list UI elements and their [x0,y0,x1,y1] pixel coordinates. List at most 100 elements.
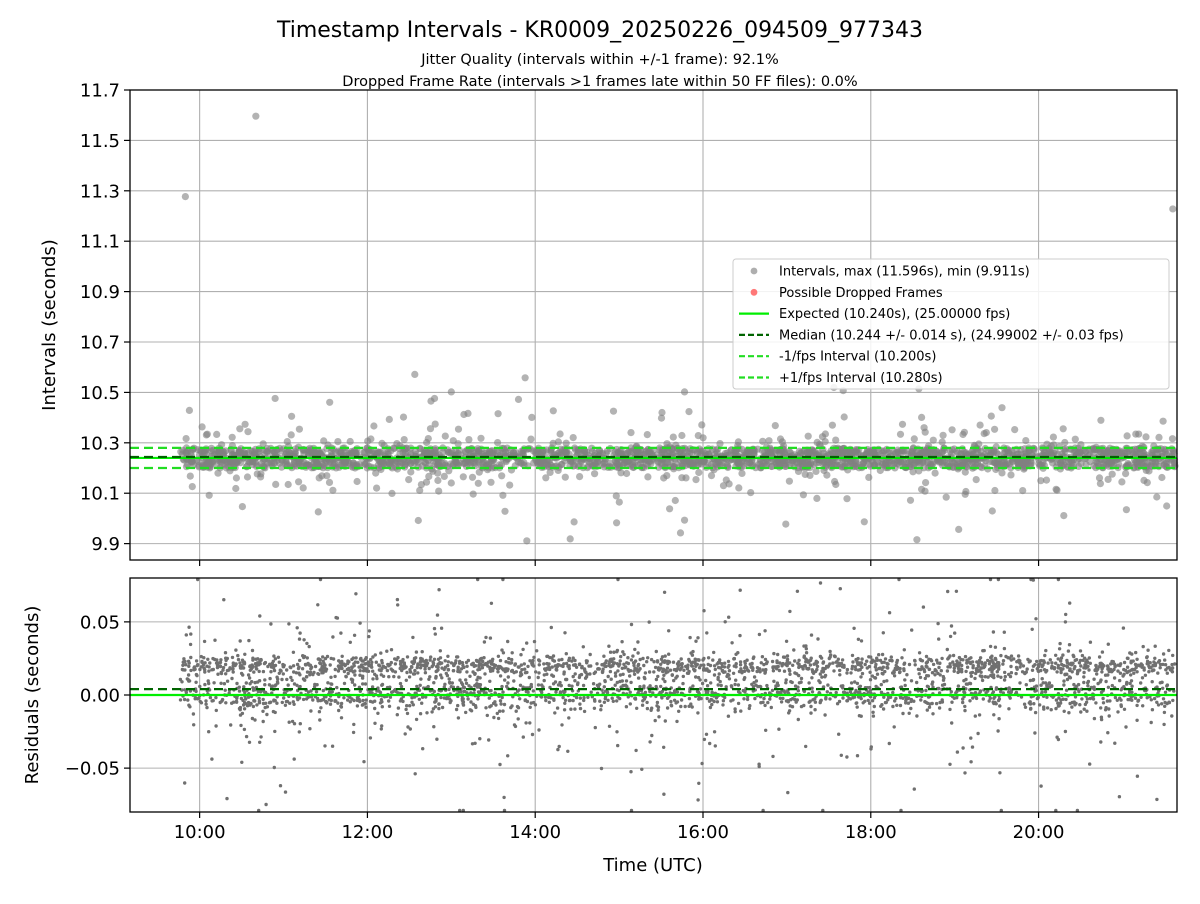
interval-point [378,440,385,447]
residual-point [192,723,195,726]
residual-point [292,651,295,654]
residual-point [835,661,838,664]
residual-point [727,715,730,718]
residual-point [875,668,878,671]
interval-point [672,460,679,467]
residual-point [281,701,284,704]
residual-point [655,678,658,681]
residual-point [1064,620,1067,623]
residual-point [287,683,290,686]
residual-point [363,662,366,665]
residual-point [301,654,304,657]
residual-point [433,627,436,630]
residual-point [1126,657,1129,660]
residual-point [931,712,934,715]
residual-point [353,673,356,676]
residual-point [705,631,708,634]
residual-point [691,650,694,653]
residual-point [924,689,927,692]
residual-point [560,723,563,726]
residual-point [893,725,896,728]
residual-point [1066,678,1069,681]
residual-point [385,650,388,653]
residual-point [275,676,278,679]
residual-point [771,755,774,758]
intervals-y-tick-label: 11.5 [80,131,120,152]
residual-point [1073,691,1076,694]
residual-point [1150,721,1153,724]
residual-point [899,704,902,707]
residual-point [1031,669,1034,672]
residual-point [405,704,408,707]
residual-point [765,684,768,687]
residual-point [925,655,928,658]
residual-point [926,685,929,688]
residual-point [264,803,267,806]
residual-point [524,721,527,724]
interval-point [315,449,322,456]
residual-point [998,771,1001,774]
residual-point [435,738,438,741]
interval-point [1155,434,1162,441]
interval-point [621,459,628,466]
residual-point [1058,647,1061,650]
residual-point [287,622,290,625]
interval-point [1160,418,1167,425]
residual-point [1054,707,1057,710]
residual-point [1018,681,1021,684]
residual-point [910,679,913,682]
residual-point [983,649,986,652]
residual-point [699,687,702,690]
residual-point [969,736,972,739]
residual-point [786,654,789,657]
residual-point [641,699,644,702]
residual-point [606,691,609,694]
residual-point [988,668,991,671]
residual-point [1064,730,1067,733]
residual-point [791,705,794,708]
interval-point [988,413,995,420]
residual-point [492,716,495,719]
chart-subtitle-dropped: Dropped Frame Rate (intervals >1 frames … [342,74,857,90]
residual-point [379,651,382,654]
residual-point [235,682,238,685]
interval-point [236,425,243,432]
residual-point [842,691,845,694]
residual-point [526,665,529,668]
residual-point [1074,659,1077,662]
residual-point [537,676,540,679]
residual-point [518,697,521,700]
residual-point [761,655,764,658]
residual-point [783,689,786,692]
residual-point [838,673,841,676]
residual-point [1078,703,1081,706]
residual-point [556,706,559,709]
residual-point [788,610,791,613]
residual-point [371,670,374,673]
residual-point [1134,651,1137,654]
residual-point [329,676,332,679]
residual-point [935,702,938,705]
residual-point [406,712,409,715]
interval-point [477,435,484,442]
residual-point [207,669,210,672]
residual-point [393,657,396,660]
residual-point [332,657,335,660]
residual-point [633,673,636,676]
residual-point [243,653,246,656]
residual-point [1087,668,1090,671]
residual-point [776,681,779,684]
residual-point [879,705,882,708]
residual-point [239,724,242,727]
residual-point [862,701,865,704]
residual-point [274,699,277,702]
residual-point [607,645,610,648]
residual-point [675,720,678,723]
interval-point [562,474,569,481]
residual-point [501,709,504,712]
residual-point [309,709,312,712]
residual-point [436,613,439,616]
residual-point [676,675,679,678]
residual-point [1130,668,1133,671]
